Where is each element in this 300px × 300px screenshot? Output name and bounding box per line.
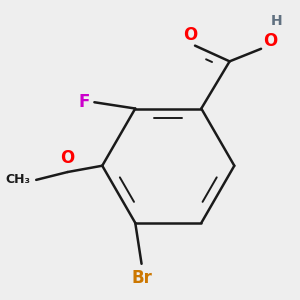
Text: Br: Br xyxy=(131,268,152,286)
Text: O: O xyxy=(262,32,277,50)
Text: F: F xyxy=(78,93,90,111)
Text: H: H xyxy=(271,14,283,28)
Text: CH₃: CH₃ xyxy=(5,173,30,186)
Text: O: O xyxy=(183,26,197,44)
Text: O: O xyxy=(61,149,75,167)
